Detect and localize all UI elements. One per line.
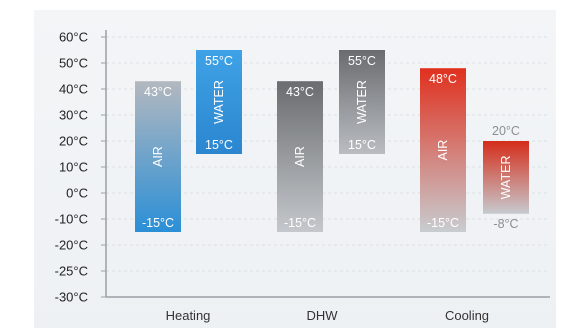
- y-tick-label: 10°C: [59, 160, 88, 175]
- y-tick-label: 0°C: [66, 186, 88, 201]
- bar-low-label: -15°C: [142, 216, 174, 230]
- bar-heating-air: [135, 81, 181, 232]
- bar-series-label: WATER: [212, 80, 226, 124]
- bars: [135, 50, 529, 232]
- labels: 60°C 50°C 40°C 30°C 20°C 10°C 0°C -10°C -20°C -25…: [55, 30, 520, 324]
- bar-high-label: 20°C: [492, 124, 520, 138]
- y-tick-label: -30°C: [55, 290, 88, 305]
- bar-dhw-water: [339, 50, 385, 154]
- y-tick-label: -20°C: [55, 238, 88, 253]
- y-tick-label: -25°C: [55, 264, 88, 279]
- y-tick-label: 20°C: [59, 134, 88, 149]
- y-tick-label: -10°C: [55, 212, 88, 227]
- bar-low-label: 15°C: [205, 138, 233, 152]
- bar-high-label: 55°C: [348, 54, 376, 68]
- x-category-label: DHW: [306, 308, 338, 323]
- y-tick-label: 40°C: [59, 82, 88, 97]
- bar-heating-water: [196, 50, 242, 154]
- bar-series-label: WATER: [499, 156, 513, 200]
- y-tick-label: 50°C: [59, 56, 88, 71]
- y-tick-label: 30°C: [59, 108, 88, 123]
- bar-series-label: AIR: [151, 146, 165, 167]
- bar-high-label: 43°C: [144, 85, 172, 99]
- bar-low-label: -15°C: [427, 216, 459, 230]
- bar-low-label: 15°C: [348, 138, 376, 152]
- bar-low-label: -15°C: [284, 216, 316, 230]
- x-category-label: Heating: [166, 308, 211, 323]
- bar-high-label: 55°C: [205, 54, 233, 68]
- bar-low-label: -8°C: [493, 217, 518, 231]
- bar-cooling-water: [483, 141, 529, 214]
- bar-series-label: AIR: [436, 140, 450, 161]
- bar-series-label: WATER: [355, 80, 369, 124]
- y-tick-label: 60°C: [59, 30, 88, 45]
- axes: [101, 30, 550, 298]
- bar-dhw-air: [277, 81, 323, 232]
- x-category-label: Cooling: [445, 308, 489, 323]
- bar-series-label: AIR: [293, 146, 307, 167]
- bar-high-label: 43°C: [286, 85, 314, 99]
- bar-cooling-air: [420, 68, 466, 232]
- bar-high-label: 48°C: [429, 72, 457, 86]
